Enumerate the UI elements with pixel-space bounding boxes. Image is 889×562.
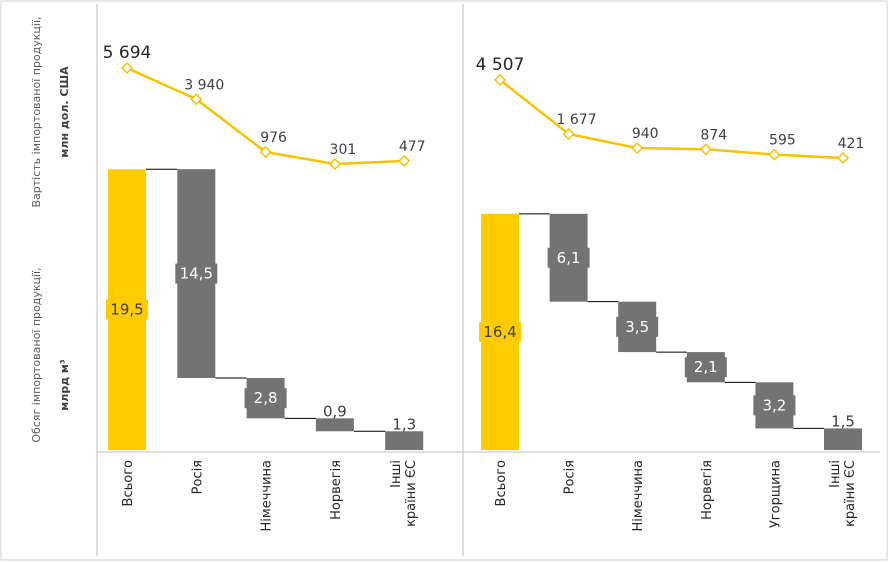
value-label-bg <box>479 321 521 342</box>
value-label: 3,2 <box>762 396 786 414</box>
line-marker <box>328 157 341 171</box>
line-value-label: 4 507 <box>476 55 525 75</box>
y-label-top-unit: млн дол. США <box>58 66 71 158</box>
value-label-bg <box>684 357 727 378</box>
line-marker <box>190 93 203 106</box>
value-label-bg <box>753 395 796 416</box>
line <box>499 78 844 160</box>
x-tick-label: Іншікраїни ЄС <box>828 460 858 527</box>
x-tick-label: Росія <box>190 460 205 494</box>
value-label-bg <box>547 247 590 268</box>
value-label-bg <box>616 316 659 337</box>
line-value-label: 421 <box>838 136 865 152</box>
y-label-bottom: Обсяг імпортованої продукції, <box>30 267 43 442</box>
x-tick-label-line: Інші <box>828 460 843 488</box>
value-label: 2,8 <box>254 389 278 407</box>
value-label: 16,4 <box>483 323 516 341</box>
value-label: 1,3 <box>392 415 416 433</box>
value-label: 14,5 <box>180 265 213 283</box>
value-label: 19,5 <box>110 301 143 319</box>
line-value-label: 1 677 <box>557 112 597 128</box>
x-tick-label: Норвегія <box>700 460 715 520</box>
line-marker <box>768 148 781 161</box>
line-value-label: 301 <box>330 142 357 158</box>
x-tick-label: Іншікраїни ЄС <box>389 460 419 527</box>
value-label-bg <box>175 263 218 284</box>
line-marker <box>398 154 411 167</box>
line-value-label: 940 <box>632 126 659 142</box>
x-tick-label: Німеччина <box>260 460 275 531</box>
line-marker <box>631 141 644 155</box>
line-marker <box>120 61 134 75</box>
y-label-bottom-unit: млрд м³ <box>58 359 71 411</box>
line-value-label: 3 940 <box>184 77 224 93</box>
line-marker <box>259 145 272 159</box>
value-label: 1,5 <box>831 412 855 430</box>
x-tick-label-line: Інші <box>389 460 404 488</box>
x-tick-label: Німеччина <box>631 460 646 531</box>
y-label-top-text: Вартість імпортованої продукції, <box>30 16 43 207</box>
y-label-top: Вартість імпортованої продукції, <box>30 16 43 207</box>
value-label-bg <box>244 388 287 409</box>
x-tick-label: Норвегія <box>329 460 344 520</box>
bar <box>824 428 862 450</box>
value-label: 0,9 <box>323 402 347 420</box>
x-tick-label: Всього <box>494 460 509 507</box>
line-value-label: 976 <box>260 130 287 146</box>
x-tick-label-line: країни ЄС <box>843 460 858 527</box>
line-marker <box>836 151 850 165</box>
x-tick-label: Росія <box>563 460 578 494</box>
value-label: 6,1 <box>557 249 581 267</box>
bar <box>315 418 354 432</box>
line-marker <box>699 143 712 156</box>
x-tick-label: Угорщина <box>768 460 783 528</box>
bar <box>385 431 424 450</box>
line-marker <box>493 73 507 86</box>
x-tick-label: Всього <box>121 460 136 507</box>
line-value-label: 874 <box>700 127 727 143</box>
value-label-bg <box>106 299 148 320</box>
value-label: 2,1 <box>694 358 718 376</box>
x-tick-label-line: країни ЄС <box>404 460 419 527</box>
value-label: 3,5 <box>625 318 649 336</box>
line-value-label: 477 <box>399 139 426 155</box>
line-marker <box>562 127 575 141</box>
line-value-label: 5 694 <box>103 43 152 63</box>
line-value-label: 595 <box>769 133 796 149</box>
